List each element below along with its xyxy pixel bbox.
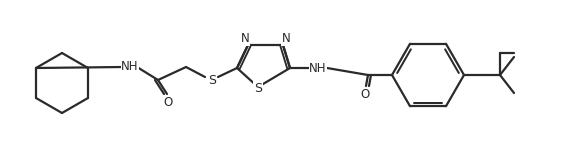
Text: S: S <box>254 82 262 95</box>
Text: S: S <box>208 73 216 86</box>
Text: O: O <box>361 88 370 101</box>
Text: N: N <box>282 33 290 46</box>
Text: NH: NH <box>121 61 139 73</box>
Text: NH: NH <box>309 62 327 75</box>
Text: O: O <box>164 97 173 110</box>
Text: N: N <box>241 33 250 46</box>
